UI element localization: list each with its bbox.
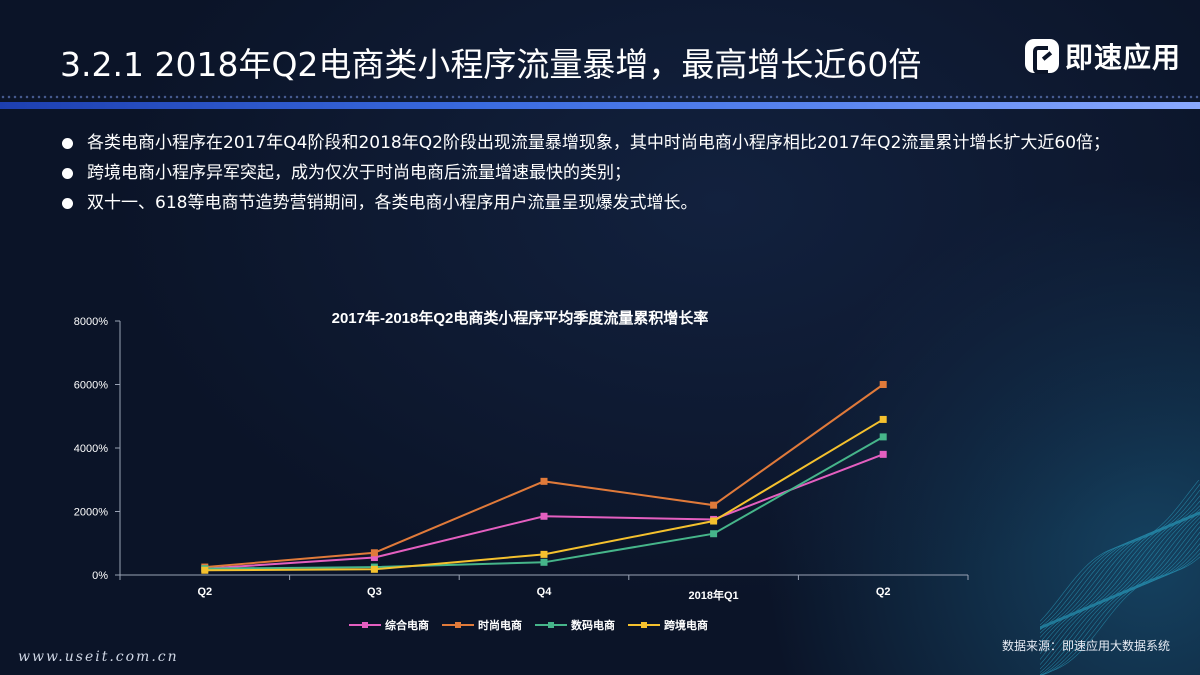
page-title: 3.2.1 2018年Q2电商类小程序流量暴增，最高增长近60倍 — [60, 45, 922, 84]
legend-item: 综合电商 — [349, 618, 429, 632]
decorative-wave-line — [1041, 548, 1200, 675]
decorative-wave-line — [1040, 537, 1200, 675]
x-tick-label: 2018年Q1 — [689, 588, 739, 602]
legend-label: 时尚电商 — [478, 618, 522, 632]
data-point — [370, 565, 378, 573]
legend-marker — [641, 622, 647, 628]
data-point — [879, 415, 887, 423]
decorative-wave-line — [1040, 483, 1200, 626]
data-point — [879, 433, 887, 441]
logo-icon — [1025, 39, 1059, 74]
y-tick-label: 2000% — [74, 507, 108, 519]
chart-svg: 2017年-2018年Q2电商类小程序平均季度流量累积增长率 0% 2000% 40… — [74, 309, 969, 632]
data-point — [370, 549, 378, 557]
decorative-wave-line — [1041, 553, 1200, 675]
decorative-wave-line — [1040, 480, 1200, 622]
decorative-wave-line — [1040, 500, 1200, 630]
decorative-wave-line — [1040, 495, 1200, 629]
legend-item: 数码电商 — [535, 618, 615, 632]
x-tick-label: Q2 — [197, 586, 212, 598]
y-tick-label: 8000% — [74, 316, 108, 328]
data-point — [370, 554, 378, 562]
bullet-dot-icon — [62, 168, 73, 179]
decorative-wave-line — [1040, 505, 1200, 629]
y-tick-label: 0% — [92, 570, 108, 582]
data-point — [710, 530, 718, 538]
legend-marker — [548, 622, 554, 628]
bullet-text: 各类电商小程序在2017年Q4阶段和2018年Q2阶段出现流量暴增现象，其中时尚… — [87, 133, 1111, 153]
x-tick-label: Q4 — [537, 586, 553, 598]
legend-marker — [362, 622, 368, 628]
data-point — [540, 558, 548, 566]
data-point — [710, 501, 718, 509]
bullet-item: 跨境电商小程序异军突起，成为仅次于时尚电商后流量增速最快的类别； — [60, 160, 1140, 187]
data-source-note: 数据来源：即速应用大数据系统 — [1002, 639, 1171, 653]
decorative-wave-line — [1040, 511, 1200, 643]
x-tick-label: Q3 — [367, 586, 382, 598]
legend-label: 综合电商 — [385, 618, 429, 632]
bullet-dot-icon — [62, 138, 73, 149]
bullet-text: 双十一、618等电商节造势营销期间，各类电商小程序用户流量呈现爆发式增长。 — [87, 193, 698, 213]
line-chart: 2017年-2018年Q2电商类小程序平均季度流量累积增长率 0% 2000% 40… — [40, 295, 1000, 645]
x-tick-label: Q2 — [876, 586, 891, 598]
bullet-item: 各类电商小程序在2017年Q4阶段和2018年Q2阶段出现流量暴增现象，其中时尚… — [60, 130, 1140, 157]
data-point — [540, 550, 548, 558]
data-point — [710, 517, 718, 525]
header-dot-strip — [0, 95, 1200, 99]
brand-logo: 即速应用 — [1025, 37, 1181, 75]
data-point — [540, 512, 548, 520]
header-divider-bar — [0, 102, 1200, 109]
legend-marker — [455, 622, 461, 628]
y-tick-label: 4000% — [74, 443, 108, 455]
chart-axes: 0% 2000% 4000% 6000% 8000% Q2 Q3 Q4 2018年Q1 Q2 — [74, 316, 969, 602]
decorative-wave-line — [1040, 514, 1200, 655]
decorative-wave-line — [1040, 511, 1200, 634]
decorative-wave-line — [1040, 489, 1200, 628]
logo-text: 即速应用 — [1065, 41, 1182, 74]
decorative-wave-graphic — [1040, 480, 1200, 675]
bullet-dot-icon — [62, 198, 73, 209]
legend-label: 数码电商 — [571, 618, 615, 632]
decorative-wave-line — [1040, 511, 1200, 628]
legend-item: 跨境电商 — [628, 618, 708, 632]
decorative-wave-line — [1040, 521, 1200, 665]
data-point — [879, 381, 887, 388]
legend-item: 时尚电商 — [442, 618, 522, 632]
bullet-item: 双十一、618等电商节造势营销期间，各类电商小程序用户流量呈现爆发式增长。 — [60, 190, 1140, 217]
data-point — [879, 450, 887, 458]
y-tick-label: 6000% — [74, 380, 108, 392]
decorative-wave-line — [1040, 512, 1200, 649]
series-line — [204, 383, 884, 569]
watermark-text: www.useit.com.cn — [18, 649, 179, 665]
bullet-text: 跨境电商小程序异军突起，成为仅次于时尚电商后流量增速最快的类别； — [87, 163, 631, 183]
chart-title: 2017年-2018年Q2电商类小程序平均季度流量累积增长率 — [332, 309, 709, 327]
data-point — [201, 566, 209, 574]
decorative-wave-line — [1040, 543, 1200, 675]
legend-label: 跨境电商 — [664, 618, 708, 632]
chart-legend: 综合电商 时尚电商 数码电商 跨境电商 — [349, 618, 708, 632]
decorative-wave-line — [1040, 531, 1200, 673]
bullet-list: 各类电商小程序在2017年Q4阶段和2018年Q2阶段出现流量暴增现象，其中时尚… — [60, 130, 1140, 220]
data-point — [540, 477, 548, 485]
chart-series-group — [201, 381, 887, 574]
